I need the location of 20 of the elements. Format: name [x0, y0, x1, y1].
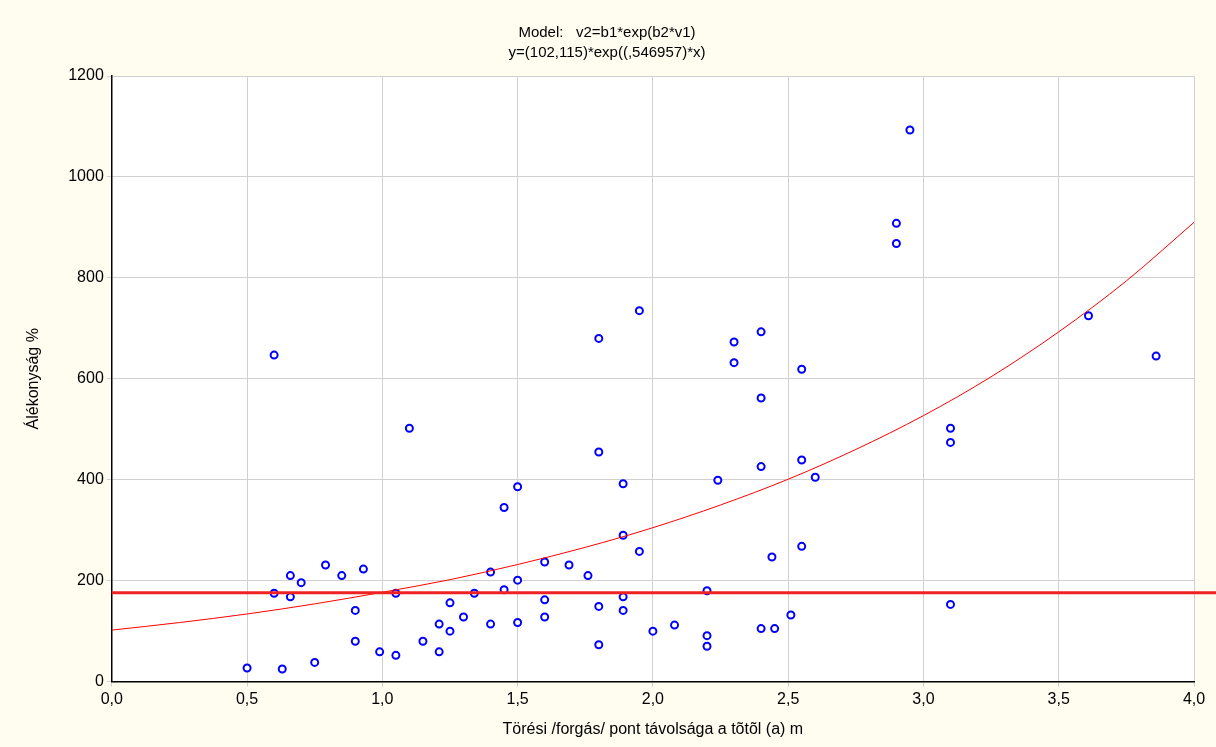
- x-tick-label: 0,0: [100, 689, 124, 707]
- y-axis-title: Álékonyság %: [23, 328, 42, 430]
- y-tick-label: 1000: [68, 167, 104, 185]
- x-tick-label: 2,5: [777, 689, 800, 707]
- x-axis-title: Törési /forgás/ pont távolsága a tõtõl (a) m: [502, 719, 804, 737]
- x-tick-label: 3,0: [912, 689, 935, 707]
- x-tick-label: 2,0: [641, 689, 665, 707]
- y-tick-label: 1200: [68, 66, 104, 84]
- y-tick-label: 600: [77, 369, 104, 387]
- x-tick-label: 3,5: [1047, 689, 1070, 707]
- chart-subtitle: y=(102,115)*exp((,546957)*x): [508, 43, 706, 61]
- x-tick-label: 4,0: [1182, 689, 1206, 707]
- y-tick-label: 400: [77, 470, 104, 488]
- x-tick-label: 1,5: [506, 689, 529, 707]
- y-tick-label: 800: [77, 268, 104, 286]
- y-tick-label: 0: [94, 672, 104, 690]
- x-tick-label: 1,0: [371, 689, 394, 707]
- y-tick-label: 200: [77, 571, 104, 589]
- x-tick-label: 0,5: [235, 689, 259, 707]
- chart-title: Model: v2=b1*exp(b2*v1): [518, 23, 696, 41]
